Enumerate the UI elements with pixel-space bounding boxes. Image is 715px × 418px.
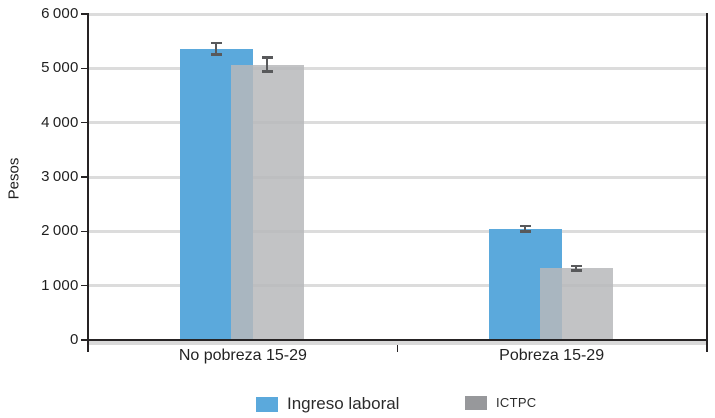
- y-tick-label: 0: [69, 331, 79, 348]
- error-bar-cap-ingreso-laboral: [519, 224, 531, 228]
- error-bar-cap-ingreso-laboral: [210, 53, 222, 56]
- y-tick-label: 2 000: [41, 222, 79, 240]
- error-bar-cap-ictpc: [261, 56, 273, 59]
- error-bar-line-ingreso-laboral: [215, 42, 218, 55]
- error-bar-cap-ingreso-laboral: [519, 230, 531, 233]
- x-axis-line: [87, 339, 706, 341]
- y-tick: [80, 13, 87, 15]
- gridline: [88, 66, 706, 70]
- legend-label-ingreso-laboral: Ingreso laboral: [287, 394, 400, 413]
- bar-ictpc: [539, 268, 613, 341]
- y-axis-line: [87, 12, 89, 342]
- x-axis-label: No pobreza 15-29: [178, 347, 307, 364]
- legend-swatch-ictpc: [465, 395, 487, 410]
- y-tick: [80, 176, 87, 178]
- y-tick-label: 6 000: [41, 5, 79, 22]
- x-tick: [396, 340, 398, 352]
- gridline: [88, 284, 706, 288]
- error-bar-cap-ingreso-laboral: [210, 41, 222, 45]
- x-axis-label: Pobreza 15-29: [499, 347, 605, 364]
- error-bar-line-ictpc: [266, 57, 269, 72]
- y-tick: [80, 284, 87, 287]
- error-bar-cap-ictpc: [570, 264, 582, 268]
- bar-ictpc: [230, 64, 304, 341]
- legend-item-ingreso-laboral: Ingreso laboral: [256, 394, 399, 414]
- legend-item-ictpc: ICTPC: [465, 395, 537, 410]
- y-tick: [80, 121, 87, 124]
- legend-label-ictpc: ICTPC: [496, 395, 537, 410]
- y-tick: [80, 230, 87, 233]
- legend-swatch-ingreso-laboral: [256, 396, 278, 412]
- x-tick: [87, 340, 89, 352]
- y-tick-label: 5 000: [41, 59, 79, 77]
- gridline: [88, 121, 706, 125]
- y-tick: [80, 339, 87, 341]
- gridline: [88, 229, 706, 233]
- error-bar-cap-ictpc: [570, 269, 582, 272]
- y-tick-label: 1 000: [41, 276, 79, 294]
- y-tick: [80, 67, 87, 70]
- y-tick-label: 3 000: [41, 168, 79, 185]
- gridline: [88, 175, 706, 179]
- error-bar-line-ingreso-laboral: [524, 225, 527, 232]
- error-bar-line-ictpc: [575, 265, 578, 271]
- error-bar-cap-ictpc: [261, 70, 273, 73]
- gridline: [88, 12, 706, 16]
- y-tick-label: 4 000: [41, 113, 79, 131]
- x-axis-shadow: [88, 341, 706, 345]
- plot-right-border: [706, 12, 708, 348]
- x-tick: [706, 340, 708, 352]
